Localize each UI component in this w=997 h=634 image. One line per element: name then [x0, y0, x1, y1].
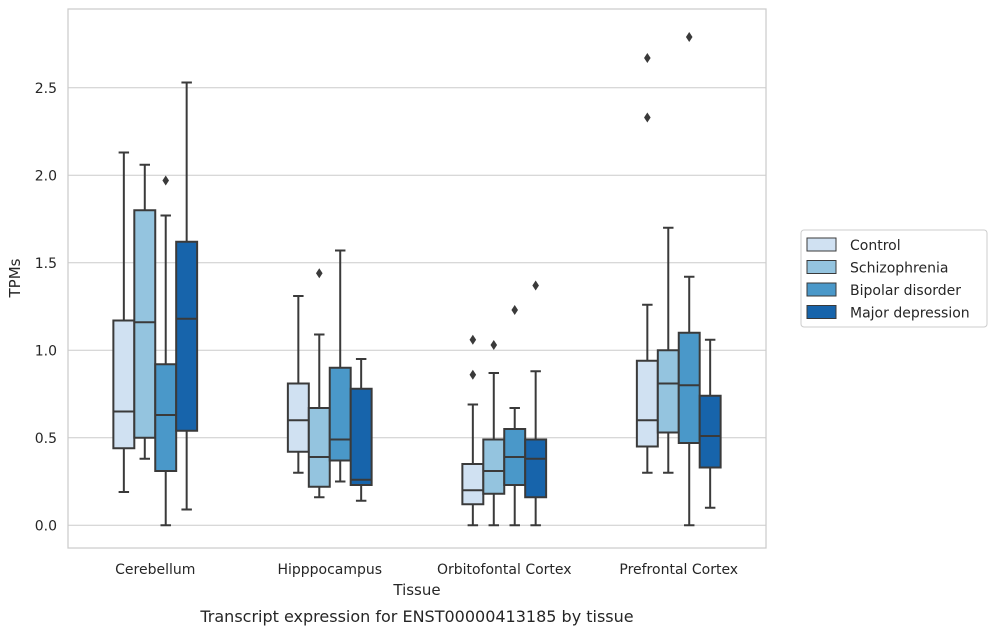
- outlier-marker: [315, 268, 323, 279]
- box-body: [133, 209, 157, 439]
- box-body: [482, 438, 506, 495]
- box-0-3: [635, 53, 659, 474]
- box-2-3: [677, 32, 701, 527]
- figure-caption: Transcript expression for ENST0000041318…: [199, 607, 633, 626]
- outlier-marker: [469, 369, 477, 380]
- box-body: [112, 319, 136, 450]
- box-body: [656, 349, 680, 434]
- legend-swatch: [806, 260, 837, 274]
- legend-frame: [800, 229, 988, 328]
- y-tick-label: 0.5: [35, 431, 57, 447]
- y-tick-label: 0.0: [35, 518, 57, 534]
- box-body: [328, 366, 352, 462]
- box-3-1: [349, 358, 373, 502]
- outlier-marker: [469, 334, 477, 345]
- box-0-1: [286, 295, 310, 474]
- plot-frame: [67, 8, 767, 549]
- legend-swatch: [806, 237, 837, 252]
- legend-entry: Schizophrenia: [850, 261, 948, 277]
- x-tick-labels: Cerebellum Hipppocampus Orbitofontal Corte…: [115, 562, 738, 578]
- box-3-2: [524, 280, 548, 527]
- outlier-marker: [511, 305, 519, 315]
- outlier-marker: [532, 280, 539, 291]
- x-axis-label: Tissue: [392, 581, 440, 599]
- y-tick-labels: 0.0 0.5 1.0 1.5 2.0 2.5: [35, 81, 57, 535]
- box-3-0: [175, 81, 199, 511]
- y-tick-label: 2.5: [35, 81, 57, 97]
- box-body: [698, 394, 722, 469]
- box-2-1: [328, 249, 352, 483]
- x-tick-label: Orbitofontal Cortex: [437, 562, 572, 578]
- outlier-marker: [644, 112, 651, 123]
- y-tick-label: 1.0: [35, 343, 57, 359]
- box-body: [524, 438, 548, 499]
- legend-swatch: [806, 305, 837, 319]
- legend-entry: Control: [850, 238, 901, 254]
- box-body: [349, 387, 373, 486]
- box-1-2: [482, 340, 506, 527]
- box-body: [286, 382, 310, 453]
- outlier-marker: [685, 32, 693, 42]
- outlier-marker: [490, 340, 498, 350]
- x-tick-label: Prefrontal Cortex: [619, 562, 738, 578]
- box-2-2: [503, 305, 527, 527]
- x-tick-label: Cerebellum: [115, 562, 195, 578]
- outlier-marker: [644, 53, 651, 63]
- y-tick-label: 1.5: [35, 256, 57, 272]
- box-1-3: [656, 226, 680, 474]
- box-0-2: [461, 334, 485, 527]
- legend-swatch: [806, 282, 837, 297]
- legend-entry: Bipolar disorder: [850, 283, 961, 299]
- boxes: [112, 32, 722, 527]
- legend: Control Schizophrenia Bipolar disorder Majo…: [800, 229, 988, 328]
- box-body: [461, 463, 485, 506]
- box-1-1: [307, 268, 331, 499]
- box-0-0: [112, 151, 136, 493]
- box-body: [677, 331, 701, 444]
- y-tick-label: 2.0: [35, 168, 57, 184]
- box-3-3: [698, 338, 722, 509]
- outlier-marker: [162, 175, 170, 186]
- legend-entry: Major depression: [850, 306, 970, 322]
- box-body: [307, 407, 331, 488]
- x-tick-label: Hipppocampus: [277, 562, 382, 578]
- box-body: [154, 363, 178, 472]
- y-axis-label: TPMs: [6, 258, 24, 298]
- box-body: [635, 359, 659, 448]
- box-1-0: [133, 163, 157, 460]
- box-body: [175, 240, 199, 432]
